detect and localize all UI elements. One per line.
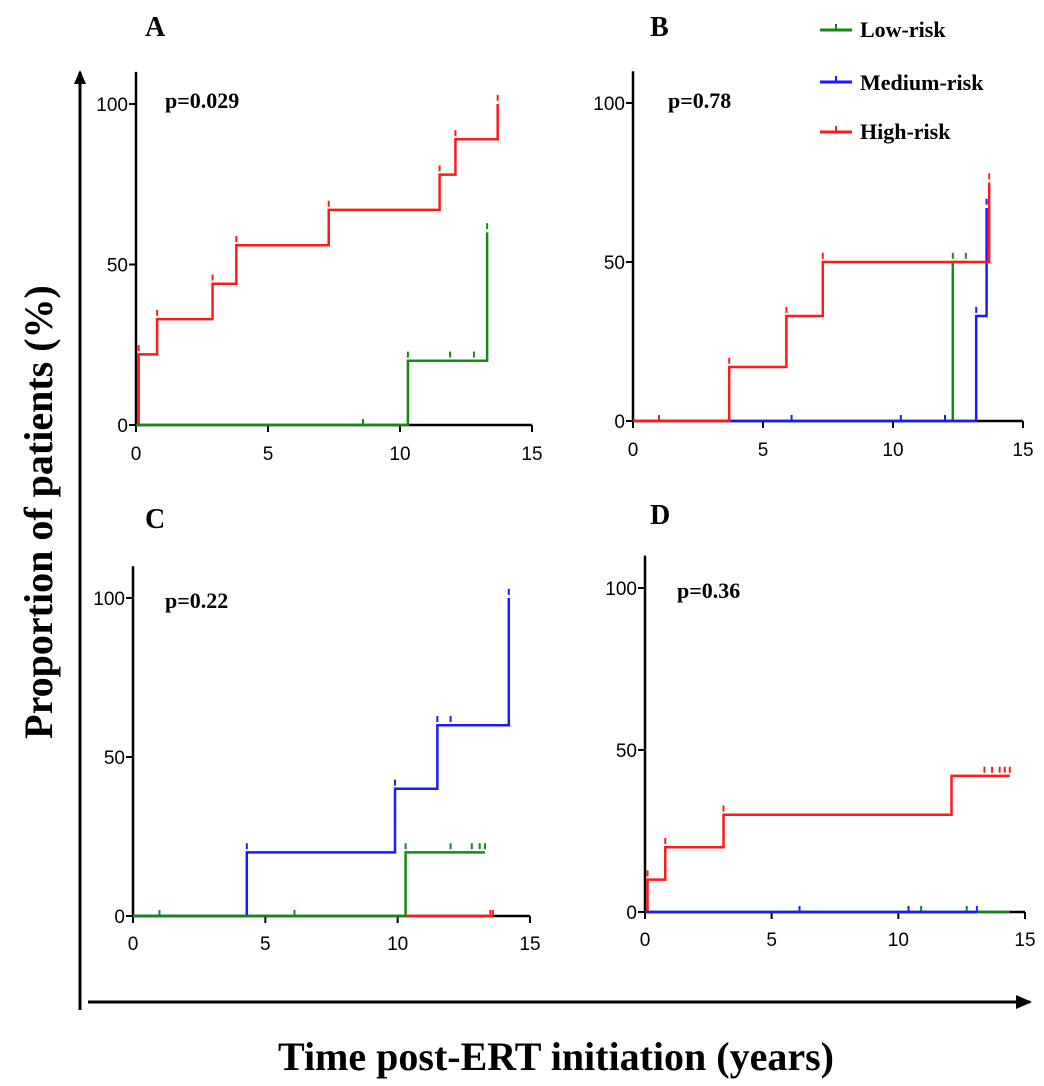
panel-b-x-tick-label-10: 10 (882, 440, 903, 461)
panel-d: D 0 50 100 0 5 10 15 p=0.36 (605, 500, 1035, 951)
panel-a-p-value: p=0.029 (165, 88, 239, 113)
global-x-axis-label: Time post-ERT initiation (years) (278, 1034, 834, 1079)
legend-label-medium-risk: Medium-risk (860, 70, 984, 95)
legend: Low-risk Medium-risk High-risk (820, 17, 984, 144)
panel-b: B 0 50 100 0 5 10 15 p=0.78 (593, 12, 1033, 461)
panel-a-y-tick-label-50: 50 (107, 256, 128, 277)
panel-c-y-tick-label-0: 0 (114, 907, 125, 928)
panel-a-x-tick-label-5: 5 (263, 444, 274, 465)
panel-c-y-tick-label-50: 50 (104, 748, 125, 769)
panel-a-x-tick-label-0: 0 (131, 444, 142, 465)
panel-a-x-tick-label-15: 15 (521, 444, 542, 465)
panel-d-x-tick-label-10: 10 (888, 930, 909, 951)
panel-c-x-tick-label-15: 15 (519, 934, 540, 955)
panel-d-x-tick-label-15: 15 (1014, 930, 1035, 951)
panel-d-series-high-risk-line (645, 774, 1010, 914)
panel-b-series-medium-risk-line (633, 207, 988, 423)
panel-a-series-high-risk-line (136, 104, 499, 427)
legend-label-low-risk: Low-risk (860, 17, 946, 42)
panel-d-x-tick-label-0: 0 (640, 930, 651, 951)
panel-d-y-tick-label-50: 50 (616, 741, 637, 762)
legend-entry-high-risk: High-risk (820, 119, 951, 144)
panel-c-series-medium-risk-line (133, 598, 511, 918)
panel-c-series-low-risk-line (133, 851, 486, 918)
panel-c-x-tick-label-10: 10 (387, 934, 408, 955)
panel-d-x-tick-label-5: 5 (766, 930, 777, 951)
panel-c-title: C (145, 504, 165, 535)
panel-a-series-low-risk-line (136, 232, 489, 427)
panel-d-title: D (650, 500, 670, 531)
panel-d-y-tick-label-100: 100 (605, 579, 637, 600)
panel-b-title: B (650, 12, 669, 43)
panel-c-y-tick-label-100: 100 (93, 589, 125, 610)
panel-d-p-value: p=0.36 (677, 578, 740, 603)
panel-b-y-tick-label-0: 0 (614, 412, 625, 433)
panel-a-x-tick-label-10: 10 (389, 444, 410, 465)
legend-entry-medium-risk: Medium-risk (820, 70, 984, 95)
panel-a-title: A (145, 12, 166, 43)
panel-a-y-tick-label-0: 0 (117, 416, 128, 437)
panel-b-y-tick-label-100: 100 (593, 94, 625, 115)
panel-b-series-high-risk-line (633, 182, 991, 423)
panel-b-x-tick-label-5: 5 (758, 440, 769, 461)
panel-c-x-tick-label-5: 5 (260, 934, 271, 955)
panel-c-p-value: p=0.22 (165, 588, 228, 613)
panel-a: A 0 50 100 0 5 10 15 p=0.029 (96, 12, 542, 465)
panel-a-y-tick-label-100: 100 (96, 95, 128, 116)
panel-c-x-tick-label-0: 0 (128, 934, 139, 955)
legend-label-high-risk: High-risk (860, 119, 951, 144)
panel-d-y-tick-label-0: 0 (626, 903, 637, 924)
global-y-axis-label: Proportion of patients (%) (16, 285, 61, 739)
panel-b-x-tick-label-0: 0 (628, 440, 639, 461)
legend-entry-low-risk: Low-risk (820, 17, 946, 42)
panel-b-p-value: p=0.78 (668, 88, 731, 113)
panel-b-x-tick-label-15: 15 (1012, 440, 1033, 461)
panel-b-y-tick-label-50: 50 (604, 253, 625, 274)
panel-c: C 0 50 100 0 5 10 15 p=0.22 (93, 504, 540, 955)
panel-b-series-low-risk-line (633, 260, 966, 423)
